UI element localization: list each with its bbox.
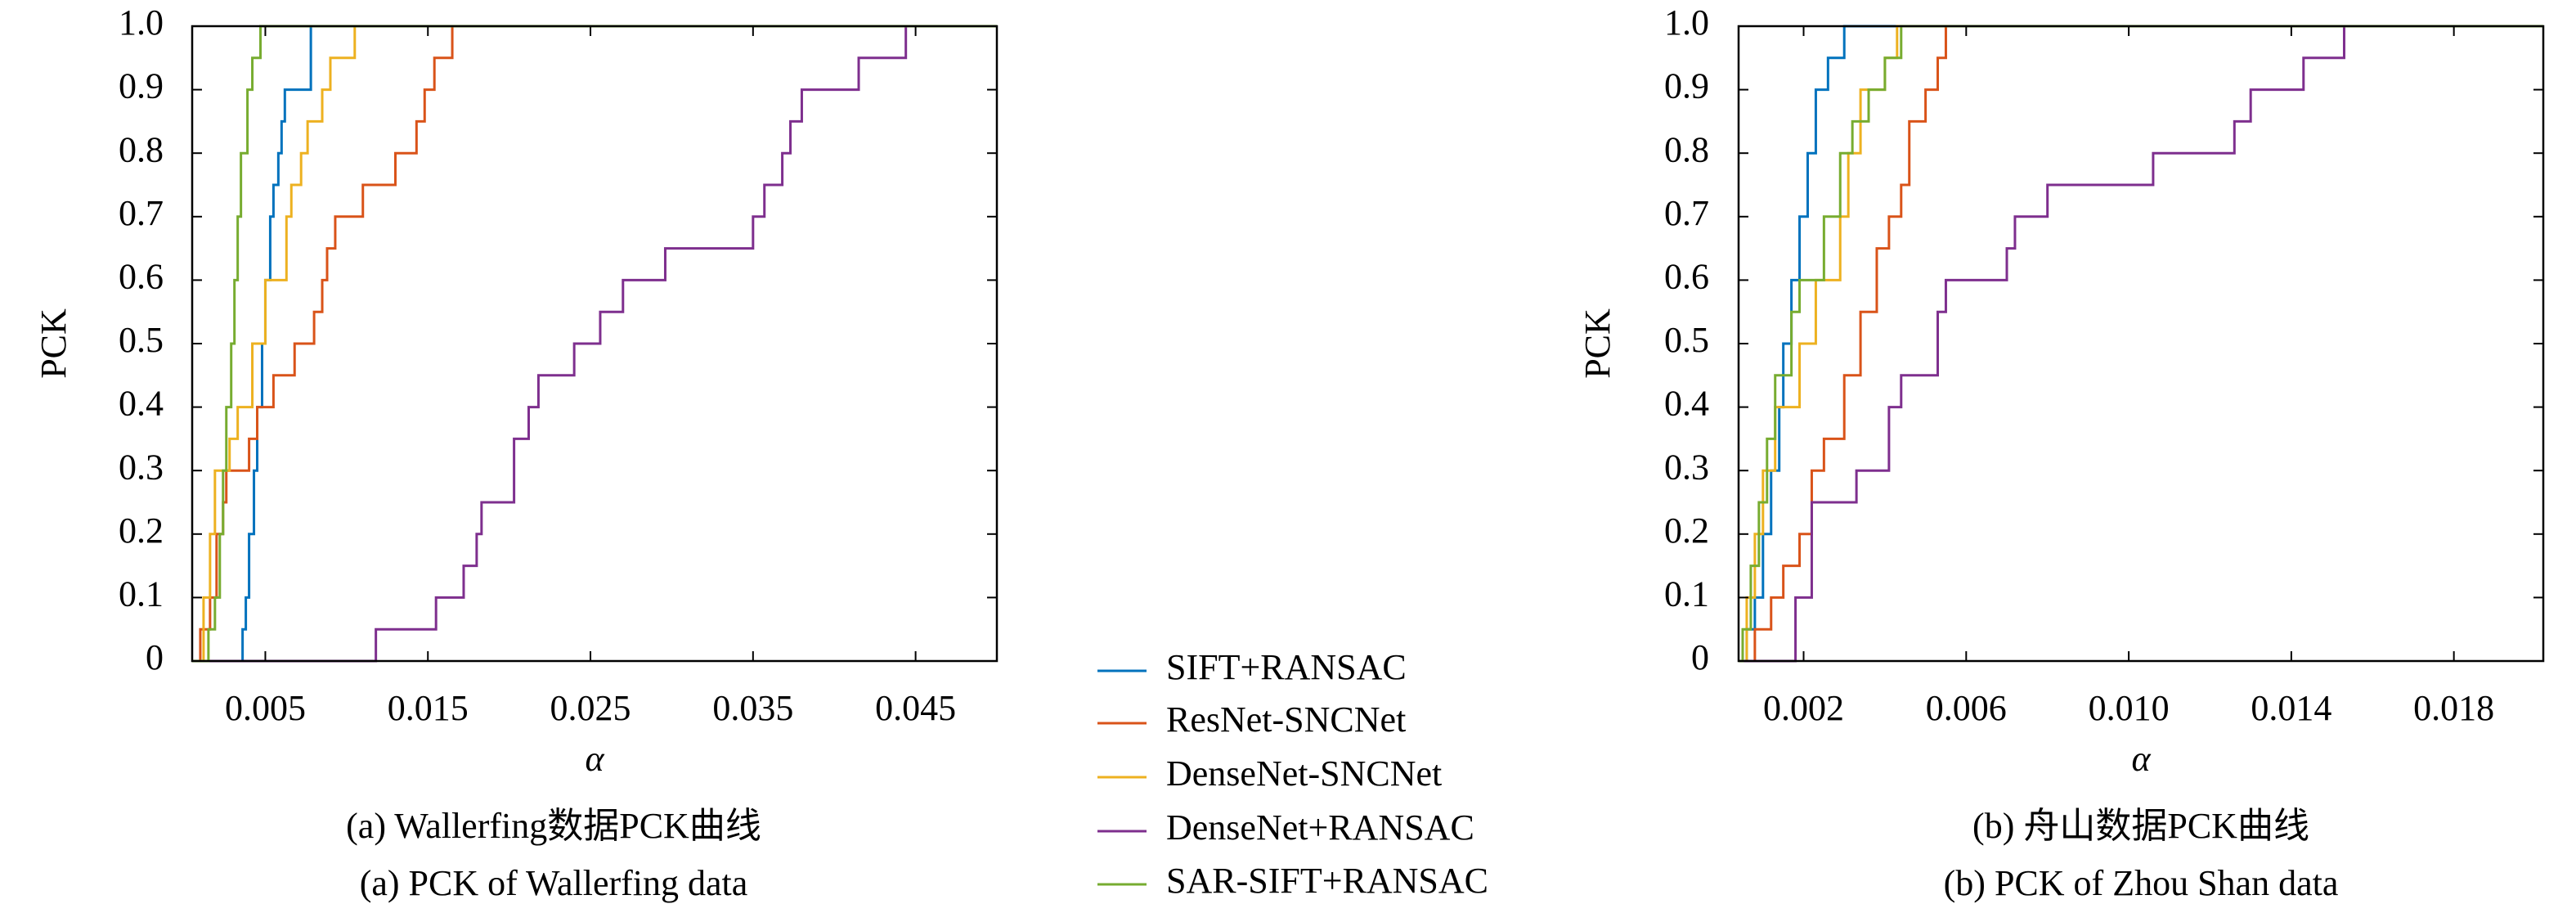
legend-label: DenseNet-SNCNet xyxy=(1166,753,1442,794)
y-tick-label: 0.6 xyxy=(119,256,164,296)
y-tick-label: 0.8 xyxy=(1664,129,1709,169)
y-tick-label: 0.3 xyxy=(1664,447,1709,487)
y-tick-label: 0.2 xyxy=(1664,510,1709,551)
pck-curve xyxy=(192,25,997,663)
y-tick-label: 0.9 xyxy=(119,66,164,106)
pck-curve xyxy=(1739,25,2543,663)
x-axis-label: α xyxy=(585,739,604,779)
y-tick-label: 0.1 xyxy=(1664,573,1709,614)
x-tick-label: 0.018 xyxy=(2413,688,2494,728)
y-tick-label: 0.2 xyxy=(119,510,164,551)
y-tick-label: 0 xyxy=(146,637,164,677)
pck-curve xyxy=(192,25,997,663)
x-tick-label: 0.005 xyxy=(225,688,306,728)
x-tick-label: 0.002 xyxy=(1763,688,1844,728)
caption: (a) Wallerfing数据PCK曲线 xyxy=(346,806,761,846)
y-tick-label: 0 xyxy=(1691,637,1709,677)
caption: (a) PCK of Wallerfing data xyxy=(360,863,748,903)
y-tick-label: 0.6 xyxy=(1664,256,1709,296)
pck-curve xyxy=(1739,25,2543,663)
y-tick-label: 0.4 xyxy=(119,384,164,424)
caption: (b) 舟山数据PCK曲线 xyxy=(1972,806,2309,846)
y-tick-label: 1.0 xyxy=(119,2,164,43)
y-tick-label: 0.5 xyxy=(119,320,164,360)
legend-label: ResNet-SNCNet xyxy=(1166,699,1406,740)
x-tick-label: 0.035 xyxy=(712,688,793,728)
legend-label: SAR-SIFT+RANSAC xyxy=(1166,861,1488,901)
pck-curve xyxy=(1739,25,2543,663)
legend-label: DenseNet+RANSAC xyxy=(1166,807,1474,848)
x-tick-label: 0.006 xyxy=(1926,688,2007,728)
legend-label: SIFT+RANSAC xyxy=(1166,647,1407,687)
pck-curve xyxy=(192,25,997,663)
y-tick-label: 0.8 xyxy=(119,129,164,169)
x-tick-label: 0.010 xyxy=(2089,688,2170,728)
y-tick-label: 0.1 xyxy=(119,573,164,614)
x-tick-label: 0.015 xyxy=(388,688,469,728)
pck-curve xyxy=(1739,25,2543,663)
y-tick-label: 0.3 xyxy=(119,447,164,487)
y-tick-label: 0.7 xyxy=(119,193,164,233)
x-axis-label: α xyxy=(2131,739,2151,779)
x-tick-label: 0.025 xyxy=(550,688,631,728)
caption: (b) PCK of Zhou Shan data xyxy=(1944,863,2339,903)
y-tick-label: 0.4 xyxy=(1664,384,1709,424)
y-axis-label: PCK xyxy=(34,308,74,379)
y-tick-label: 1.0 xyxy=(1664,2,1709,43)
y-tick-label: 0.9 xyxy=(1664,66,1709,106)
x-tick-label: 0.014 xyxy=(2251,688,2331,728)
x-tick-label: 0.045 xyxy=(875,688,956,728)
y-axis-label: PCK xyxy=(1577,308,1618,379)
y-tick-label: 0.7 xyxy=(1664,193,1709,233)
y-tick-label: 0.5 xyxy=(1664,320,1709,360)
